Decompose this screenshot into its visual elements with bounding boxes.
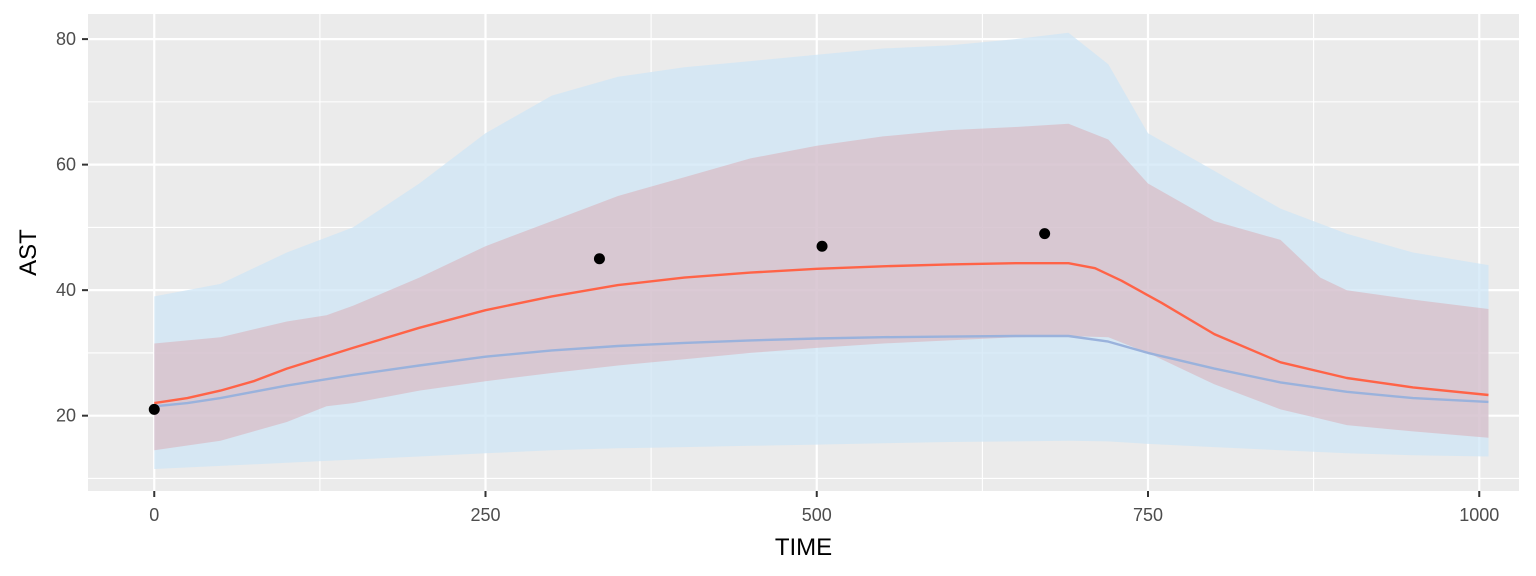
x-tick-label: 250 [470, 505, 500, 525]
data-point [1039, 228, 1051, 240]
x-axis: 0 250 500 750 1000 [149, 491, 1499, 525]
data-point [816, 240, 828, 252]
x-axis-title: TIME [775, 534, 832, 561]
observed-points [148, 228, 1051, 415]
blue-line [154, 334, 1489, 408]
y-tick-label: 20 [56, 406, 76, 426]
y-tick-label: 40 [56, 280, 76, 300]
inner-ribbon [154, 123, 1489, 451]
red-line [154, 262, 1489, 405]
y-tick-label: 80 [56, 29, 76, 49]
x-tick-label: 750 [1133, 505, 1163, 525]
x-tick-label: 1000 [1459, 505, 1499, 525]
x-tick-label: 500 [802, 505, 832, 525]
series-lines [154, 262, 1489, 408]
data-point [148, 403, 160, 415]
data-point [593, 253, 605, 265]
y-axis: 20 40 60 80 [56, 29, 88, 426]
y-tick-label: 60 [56, 155, 76, 175]
y-axis-title: AST [15, 229, 42, 276]
x-tick-label: 0 [149, 505, 159, 525]
